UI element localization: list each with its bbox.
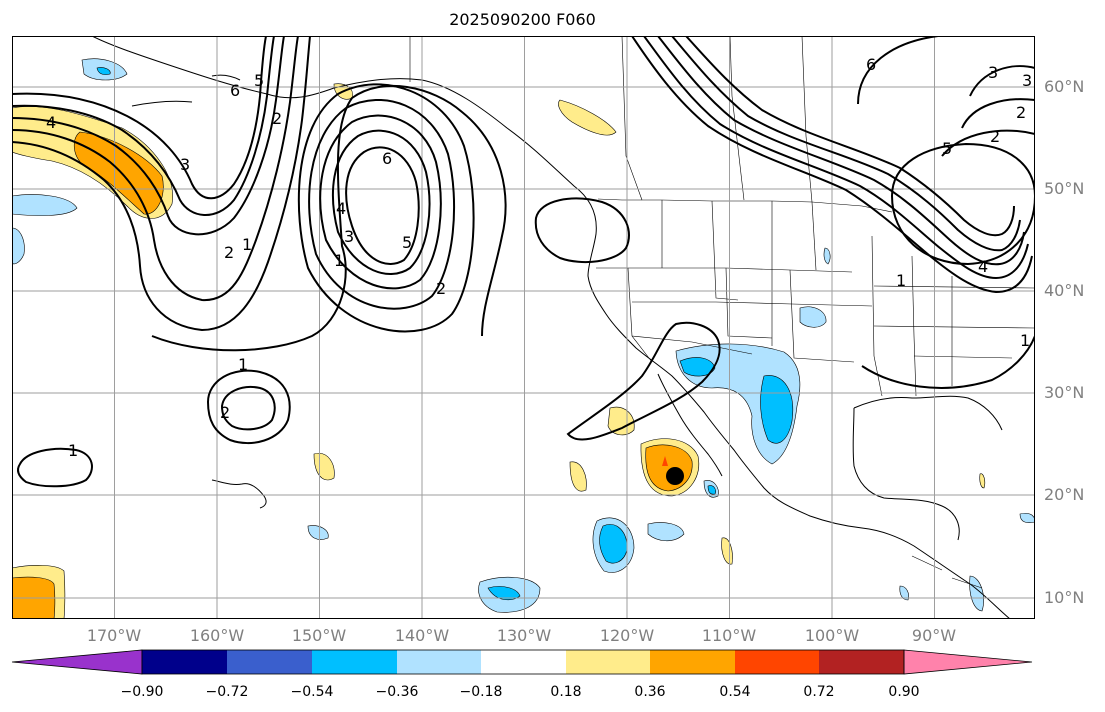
contour-label: 1 [896,271,906,290]
contour-label: 4 [336,199,346,218]
contour-label: 6 [382,149,392,168]
lon-label: 90°W [911,626,957,645]
colorbar [11,649,1033,675]
lat-label: 60°N [1044,77,1085,96]
contour-label: 5 [402,233,412,252]
colorbar-label: 0.90 [888,684,920,700]
lat-label: 20°N [1044,485,1085,504]
colorbar-label: 0.72 [803,684,835,700]
lon-label: 100°W [804,626,860,645]
contour-label: 5 [942,139,952,158]
contour-label: 2 [224,243,234,262]
colorbar-segment [227,650,312,674]
contour-lines [12,36,1035,488]
contour-label: 3 [988,63,998,82]
storm-center-marker[interactable] [666,467,684,485]
contour-label: 4 [46,113,56,132]
contour-label: 1 [1020,331,1030,350]
lat-label: 10°N [1044,588,1085,607]
lon-label: 140°W [394,626,450,645]
colorbar-label: −0.54 [290,684,334,700]
contour-label: 1 [242,235,252,254]
contour-label: 2 [1016,103,1026,122]
contour-label: 2 [272,109,282,128]
colorbar-segment [312,650,397,674]
contour-label-layer: 4 3 2 1 6 5 6 5 4 3 2 1 2 1 2 1 6 5 4 3 … [46,55,1032,460]
shaded-field [12,58,1035,619]
lon-label: 160°W [189,626,245,645]
contour-label: 2 [220,403,230,422]
map-title: 2025090200 F060 [449,10,596,29]
contour-label: 3 [344,227,354,246]
contour-label: 2 [436,279,446,298]
colorbar-segment [735,650,819,674]
storm-track-icon [662,456,668,466]
political-boundaries [409,36,1035,589]
colorbar-label: 0.54 [719,684,751,700]
lon-label: 120°W [599,626,655,645]
colorbar-segment [481,650,566,674]
contour-label: 6 [230,81,240,100]
contour-label: 1 [68,441,78,460]
colorbar-extend-min [11,649,143,675]
colorbar-segment [566,650,650,674]
colorbar-extend-max [903,649,1033,675]
colorbar-label: −0.18 [459,684,503,700]
lon-label: 130°W [496,626,552,645]
coastlines [91,36,1011,619]
colorbar-segment [397,650,481,674]
contour-label: 6 [866,55,876,74]
colorbar-label: −0.72 [205,684,249,700]
contour-label: 4 [978,257,988,276]
colorbar-label: 0.36 [634,684,666,700]
lon-label: 170°W [86,626,142,645]
contour-label: 1 [238,355,248,374]
contour-label: 2 [990,127,1000,146]
lat-label: 50°N [1044,179,1085,198]
lon-label: 150°W [291,626,347,645]
colorbar-label: −0.36 [375,684,419,700]
contour-label: 3 [180,155,190,174]
lon-label: 110°W [701,626,757,645]
contour-label: 1 [334,251,344,270]
colorbar-segment [142,650,227,674]
map-panel: 4 3 2 1 6 5 6 5 4 3 2 1 2 1 2 1 6 5 4 3 … [12,36,1035,619]
colorbar-segment [819,650,904,674]
lat-label: 30°N [1044,383,1085,402]
contour-label: 5 [254,71,264,90]
colorbar-segment [650,650,735,674]
colorbar-label: 0.18 [550,684,582,700]
contour-label: 3 [1022,71,1032,90]
lat-label: 40°N [1044,281,1085,300]
colorbar-label: −0.90 [120,684,164,700]
